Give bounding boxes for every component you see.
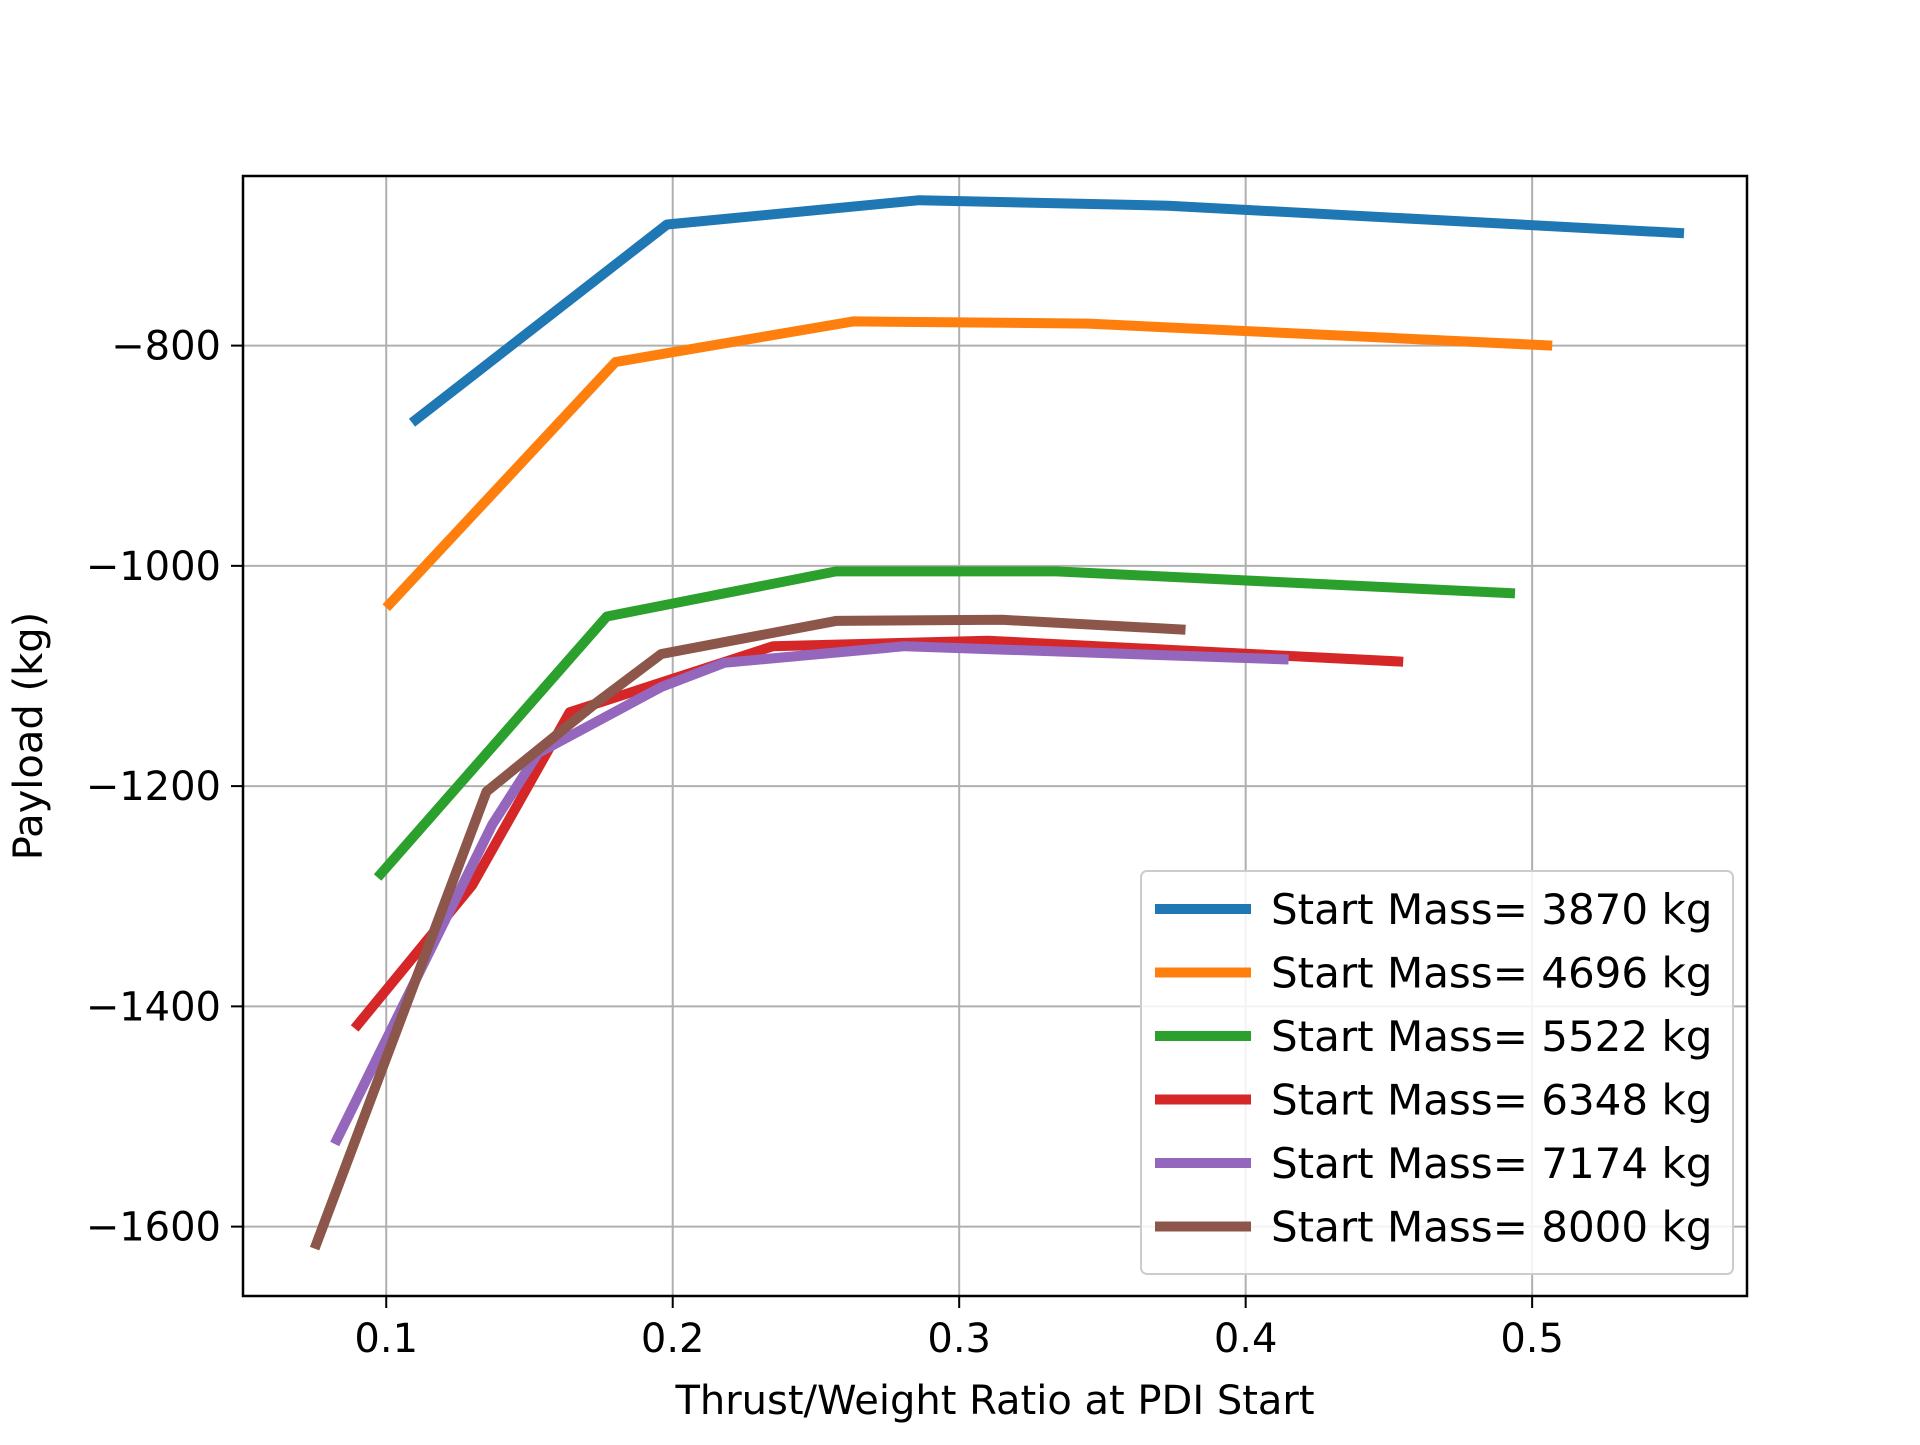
series-line-3 — [373, 566, 1516, 881]
x-tick-label: 0.2 — [641, 1316, 705, 1362]
axis-ticks: 0.1 0.2 0.3 0.4 0.5 −1600 −1400 −1200 −1000 −800 — [86, 324, 1564, 1362]
y-tick-label: −1000 — [86, 544, 221, 590]
legend-label: Start Mass= 5522 kg — [1271, 1012, 1712, 1061]
y-tick-label: −1200 — [86, 764, 221, 810]
legend-label: Start Mass= 4696 kg — [1271, 949, 1712, 998]
series-line-1 — [408, 195, 1685, 427]
legend-label: Start Mass= 3870 kg — [1271, 885, 1712, 934]
y-tick-label: −1600 — [86, 1205, 221, 1251]
plot-frame — [241, 174, 1749, 1298]
x-tick-label: 0.5 — [1500, 1316, 1564, 1362]
x-tick-label: 0.3 — [927, 1316, 991, 1362]
y-tick-label: −1400 — [86, 984, 221, 1030]
y-axis-label: Payload (kg) — [6, 612, 52, 860]
series-lines — [309, 195, 1685, 1251]
legend-label: Start Mass= 8000 kg — [1271, 1203, 1712, 1252]
legend-box — [1140, 870, 1734, 1275]
x-tick-label: 0.4 — [1214, 1316, 1278, 1362]
legend-label: Start Mass= 7174 kg — [1271, 1139, 1712, 1188]
series-line-6 — [309, 614, 1186, 1251]
x-axis-label: Thrust/Weight Ratio at PDI Start — [674, 1378, 1314, 1424]
x-tick-label: 0.1 — [354, 1316, 418, 1362]
series-line-2 — [382, 316, 1553, 612]
legend: Start Mass= 3870 kg Start Mass= 4696 kg St… — [1140, 870, 1734, 1275]
y-tick-label: −800 — [111, 324, 221, 370]
series-line-5 — [330, 641, 1289, 1147]
legend-label: Start Mass= 6348 kg — [1271, 1076, 1712, 1125]
